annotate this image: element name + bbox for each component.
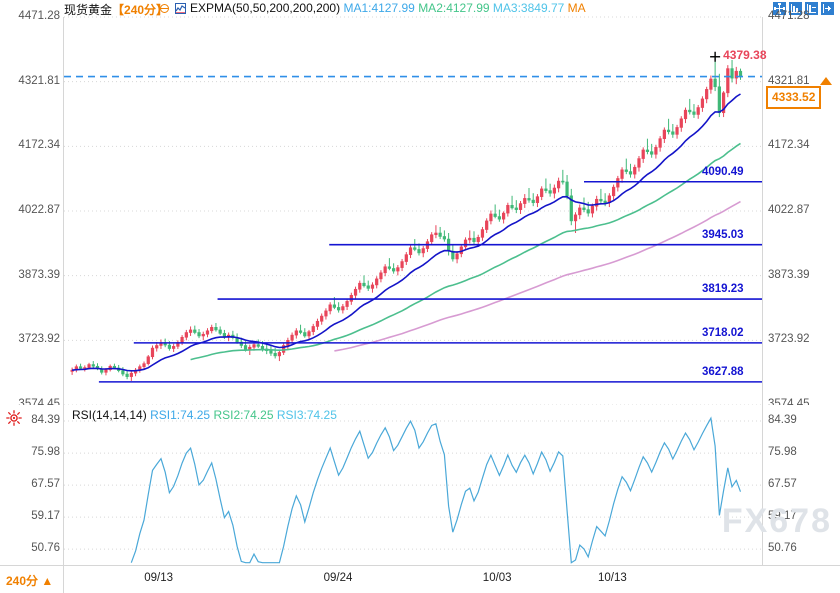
rsi-tick-left: 50.76 xyxy=(31,542,60,555)
rsi-title: RSI(14,14,14) xyxy=(72,408,147,422)
chart-header: 现货黄金【240分】 EXPMA(50,50,200,200,200) MA1:… xyxy=(0,0,840,17)
right-axis-divider xyxy=(762,17,763,405)
watermark: FX678 xyxy=(721,502,832,540)
price-tick-right: 4471.28 xyxy=(768,10,810,22)
rsi-tick-right: 84.39 xyxy=(768,414,797,427)
date-tick: 09/13 xyxy=(144,572,174,584)
rsi-tick-right: 67.57 xyxy=(768,478,797,491)
mini-chart-icon[interactable] xyxy=(175,3,186,14)
ma3-value: MA3:3849.77 xyxy=(492,1,565,15)
peak-crosshair-icon xyxy=(710,51,721,62)
time-axis: 240分 ▲ 09/13 09/24 10/03 10/13 xyxy=(0,565,840,593)
expma-label: EXPMA(50,50,200,200,200) xyxy=(190,1,341,15)
rsi-plot-area[interactable] xyxy=(64,405,762,565)
rsi-tick-left: 75.98 xyxy=(31,446,60,459)
rsi-legend: RSI(14,14,14) RSI1:74.25 RSI2:74.25 RSI3… xyxy=(72,408,337,422)
price-tick-right: 3873.39 xyxy=(768,268,810,281)
price-tick-right: 4321.81 xyxy=(768,74,810,87)
price-tick-left: 4321.81 xyxy=(18,74,60,87)
ma1-value: MA1:4127.99 xyxy=(343,1,415,15)
chart-layout-icon[interactable] xyxy=(789,2,802,15)
rsi-panel: RSI(14,14,14) RSI1:74.25 RSI2:74.25 RSI3… xyxy=(0,405,840,565)
fit-screen-icon[interactable] xyxy=(773,2,786,15)
price-panel: 4471.28 4321.81 4172.34 4022.87 3873.39 3723.… xyxy=(0,10,840,410)
price-tick-left: 4471.28 xyxy=(18,10,60,22)
current-price-arrow xyxy=(820,76,832,85)
rsi-tick-right: 50.76 xyxy=(768,542,797,555)
price-tick-right: 4172.34 xyxy=(768,139,810,152)
rsi-tick-right: 75.98 xyxy=(768,446,797,459)
date-tick: 09/24 xyxy=(323,572,353,584)
symbol-name: 现货黄金 xyxy=(64,3,113,17)
left-axis-divider xyxy=(63,17,64,405)
support-line-label: 3819.23 xyxy=(702,283,744,296)
export-icon[interactable] xyxy=(821,2,834,15)
rsi-left-divider xyxy=(63,405,64,565)
rsi3-value: RSI3:74.25 xyxy=(276,408,337,422)
support-line-label: 3945.03 xyxy=(702,228,744,241)
settings-sun-icon[interactable] xyxy=(6,410,22,426)
date-tick: 10/03 xyxy=(482,572,512,584)
ma2-value: MA2:4127.99 xyxy=(418,1,490,15)
rsi-tick-left: 67.57 xyxy=(31,478,60,491)
support-line-label: 3627.88 xyxy=(702,365,744,378)
symbol-title: 现货黄金【240分】 xyxy=(64,1,168,18)
rsi-right-divider xyxy=(762,405,763,565)
support-line-label: 4090.49 xyxy=(702,165,744,178)
price-plot-area[interactable]: 4090.49 3945.03 3819.23 3718.02 3627.88 4379… xyxy=(64,16,767,406)
current-price-badge[interactable]: 4333.52 xyxy=(766,85,822,109)
peak-price-label: 4379.38 xyxy=(723,47,767,62)
rsi-line xyxy=(130,416,742,564)
rsi2-value: RSI2:74.25 xyxy=(213,408,274,422)
date-tick: 10/13 xyxy=(597,572,627,584)
ma-suffix-label: MA xyxy=(567,1,586,15)
time-axis-divider xyxy=(63,566,64,593)
crosshair-circle-icon[interactable] xyxy=(160,4,169,13)
chart-scale-icon[interactable] xyxy=(805,2,818,15)
price-tick-left: 4172.34 xyxy=(18,139,60,152)
indicator-legend: EXPMA(50,50,200,200,200) MA1:4127.99 MA2… xyxy=(190,1,586,15)
rsi-tick-left: 59.17 xyxy=(31,510,60,523)
price-tick-left: 4022.87 xyxy=(18,203,60,216)
price-tick-left: 3873.39 xyxy=(18,268,60,281)
symbol-period: 【240分】 xyxy=(112,3,169,17)
price-tick-left: 3723.92 xyxy=(18,333,60,346)
price-tick-right: 3723.92 xyxy=(768,333,810,346)
rsi-tick-right: 59.17 xyxy=(768,510,797,523)
toolbar xyxy=(773,2,834,15)
timeframe-badge[interactable]: 240分 ▲ xyxy=(6,574,54,588)
rsi-tick-left: 84.39 xyxy=(31,414,60,427)
price-tick-right: 4022.87 xyxy=(768,203,810,216)
support-line-label: 3718.02 xyxy=(702,326,744,339)
rsi1-value: RSI1:74.25 xyxy=(150,408,211,422)
